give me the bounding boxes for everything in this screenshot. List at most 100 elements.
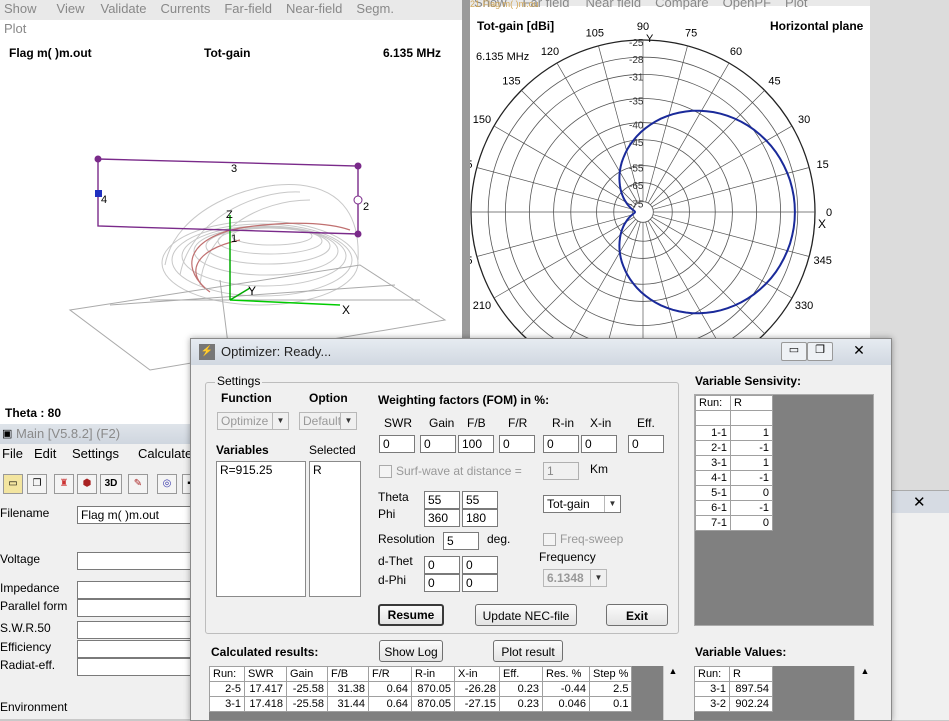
table-row[interactable] [695,410,773,426]
weight-fb-input[interactable]: 100 [458,435,494,453]
column-header[interactable]: R-in [411,666,455,682]
weight-gain-input[interactable]: 0 [420,435,456,453]
column-header[interactable]: Run: [694,666,730,682]
column-header[interactable]: R [730,395,773,411]
table-row[interactable]: 4-1 -1 [695,470,773,486]
update-nec-button[interactable]: Update NEC-file [475,604,577,626]
column-header[interactable]: F/R [368,666,412,682]
menu-ff-far[interactable]: Far field [522,0,570,10]
cube-icon[interactable]: ⬢ [77,474,97,494]
table-row[interactable]: 2-5 17.417 -25.58 31.38 0.64 870.05 -26.28 0.23… [209,681,633,697]
exit-button[interactable]: Exit [606,604,668,626]
dthet-to-input[interactable]: 0 [462,556,498,574]
radiat-eff-field[interactable] [77,658,196,676]
menu-near-field[interactable]: Near-field [286,1,343,16]
filename-field[interactable]: Flag m( )m.out [77,506,196,524]
surfwave-distance-input[interactable]: 1 [543,462,579,480]
selected-list[interactable]: R [309,461,361,597]
weight-swr-input[interactable]: 0 [379,435,415,453]
menu-validate[interactable]: Validate [100,1,147,16]
menu-ff-near[interactable]: Near field [585,0,642,10]
list-item[interactable]: R=915.25 [220,463,273,477]
view-3d-button[interactable]: 3D [100,474,122,494]
table-row[interactable]: 5-1 0 [695,485,773,501]
weight-fr-input[interactable]: 0 [499,435,535,453]
menu-ff-show[interactable]: Show [474,0,507,10]
table-cell: -1 [730,470,773,486]
dphi-to-input[interactable]: 0 [462,574,498,592]
column-header[interactable]: Eff. [499,666,543,682]
menu-edit[interactable]: Edit [34,446,57,461]
phi-to-input[interactable]: 180 [462,509,498,527]
scroll-up-icon[interactable]: ▲ [860,666,870,676]
menu-segm[interactable]: Segm. [356,1,394,16]
column-header[interactable]: Run: [695,395,731,411]
table-row[interactable]: 7-1 0 [695,515,773,531]
resolution-input[interactable]: 5 [443,532,479,550]
weight-rin-input[interactable]: 0 [543,435,579,453]
results-scrollbar[interactable]: ▲ [663,666,681,720]
probe-icon[interactable]: ♜ [54,474,74,494]
menu-calculate[interactable]: Calculate [138,446,193,461]
weight-xin-input[interactable]: 0 [581,435,617,453]
table-row[interactable]: 3-1 17.418 -25.58 31.44 0.64 870.05 -27.15 0.23… [209,696,633,712]
edit-icon[interactable]: ✎ [128,474,148,494]
parallel-field[interactable] [77,599,196,617]
dthet-from-input[interactable]: 0 [424,556,460,574]
weight-eff-input[interactable]: 0 [628,435,664,453]
menu-ff-openpf[interactable]: OpenPF [722,0,772,10]
swr-field[interactable] [77,621,196,639]
variables-list[interactable]: R=915.25 [216,461,306,597]
column-header[interactable]: Res. % [542,666,590,682]
column-header[interactable]: SWR [244,666,287,682]
impedance-field[interactable] [77,581,196,599]
menu-plot[interactable]: Plot [4,21,27,36]
voltage-field[interactable] [77,552,196,570]
menu-show[interactable]: Show [4,1,37,16]
menu-ff-plot[interactable]: Plot [785,0,808,10]
scroll-up-icon[interactable]: ▲ [668,666,678,676]
table-row[interactable]: 3-2 902.24 [694,696,773,712]
menu-settings[interactable]: Settings [72,446,119,461]
close-icon[interactable]: ✕ [853,342,865,358]
restore-icon[interactable]: ❐ [807,342,833,361]
table-row[interactable]: 1-1 1 [695,425,773,441]
menu-currents[interactable]: Currents [160,1,211,16]
copy-icon[interactable]: ❐ [27,474,47,494]
table-row[interactable]: 6-1 -1 [695,500,773,516]
plot-result-button[interactable]: Plot result [493,640,563,662]
theta-from-input[interactable]: 55 [424,491,460,509]
option-select[interactable]: Default ▼ [299,412,357,430]
phi-from-input[interactable]: 360 [424,509,460,527]
column-header[interactable]: R [729,666,773,682]
column-header[interactable]: Gain [286,666,328,682]
resume-button[interactable]: Resume [378,604,444,626]
menu-file[interactable]: File [2,446,23,461]
close-icon[interactable]: ✕ [913,494,926,511]
show-log-button[interactable]: Show Log [379,640,443,662]
theta-to-input[interactable]: 55 [462,491,498,509]
column-header[interactable]: X-in [454,666,500,682]
menu-ff-compare[interactable]: Compare [655,0,709,10]
gain-type-select[interactable]: Tot-gain ▼ [543,495,621,513]
freqsweep-checkbox[interactable] [543,533,556,546]
table-row[interactable]: 2-1 -1 [695,440,773,456]
table-row[interactable]: 3-1 1 [695,455,773,471]
surfwave-checkbox[interactable] [379,465,392,478]
column-header[interactable]: F/B [327,666,369,682]
values-scrollbar[interactable]: ▲ [854,666,875,720]
list-item[interactable]: R [313,463,322,477]
column-header[interactable]: Step % [588,666,633,682]
frequency-select[interactable]: 6.1348 ▼ [543,569,607,587]
table-row[interactable]: 3-1 897.54 [694,681,773,697]
minimize-icon[interactable]: ▭ [781,342,807,361]
column-header[interactable]: Run: [209,666,245,682]
efficiency-field[interactable] [77,640,196,658]
open-folder-icon[interactable]: ▭ [3,474,23,494]
function-select[interactable]: Optimize ▼ [217,412,289,430]
dphi-from-input[interactable]: 0 [424,574,460,592]
globe-icon[interactable]: ◎ [157,474,177,494]
menu-view[interactable]: View [56,1,85,16]
menu-far-field[interactable]: Far-field [224,1,273,16]
voltage-label: Voltage [0,552,41,566]
